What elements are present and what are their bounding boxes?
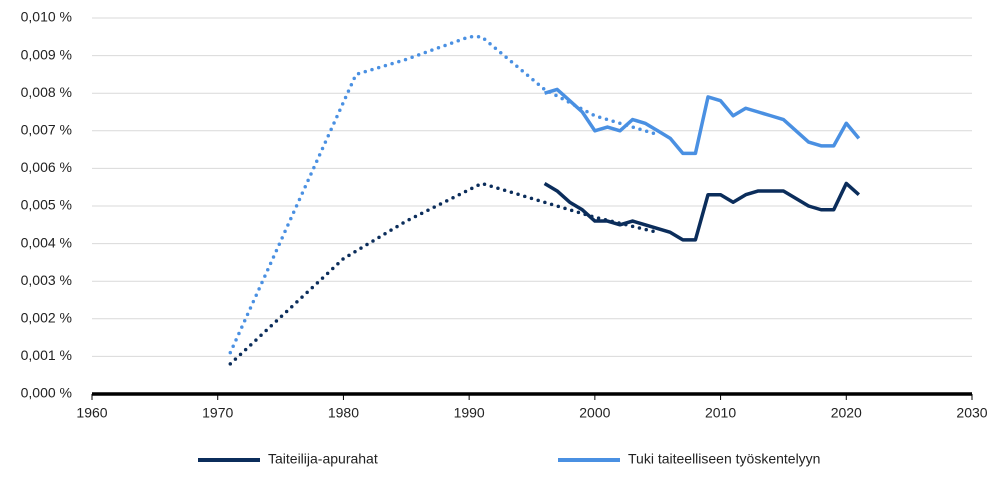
x-tick-label: 1980 <box>328 405 359 421</box>
x-tick-label: 2010 <box>705 405 736 421</box>
legend-label: Taiteilija-apurahat <box>268 451 378 467</box>
x-tick-label: 1990 <box>454 405 485 421</box>
x-tick-label: 2000 <box>579 405 610 421</box>
y-tick-label: 0,006 % <box>21 159 72 175</box>
line <box>543 181 861 242</box>
y-tick-label: 0,010 % <box>21 9 72 25</box>
x-tick-label: 2030 <box>956 405 987 421</box>
y-tick-label: 0,000 % <box>21 385 72 401</box>
y-tick-label: 0,003 % <box>21 272 72 288</box>
y-tick-label: 0,002 % <box>21 310 72 326</box>
dotted-line <box>228 35 660 355</box>
x-tick-label: 1960 <box>76 405 107 421</box>
y-tick-label: 0,008 % <box>21 84 72 100</box>
y-tick-label: 0,005 % <box>21 197 72 213</box>
y-tick-label: 0,001 % <box>21 347 72 363</box>
legend-label: Tuki taiteelliseen työskentelyyn <box>628 451 820 467</box>
y-tick-label: 0,004 % <box>21 234 72 250</box>
y-tick-label: 0,007 % <box>21 122 72 138</box>
line <box>544 87 861 156</box>
x-tick-label: 1970 <box>202 405 233 421</box>
x-tick-label: 2020 <box>831 405 862 421</box>
y-tick-label: 0,009 % <box>21 46 72 62</box>
dotted-line <box>228 181 660 366</box>
